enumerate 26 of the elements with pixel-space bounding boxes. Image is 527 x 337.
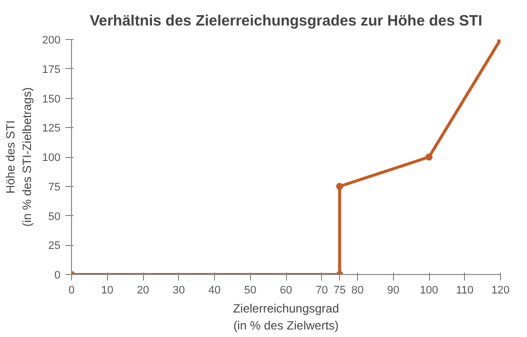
y-tick-label: 125 [42,122,61,135]
x-tick-label: 50 [244,284,256,296]
y-axis-title: Höhe des STI (in % des STI-Zielbetrags) [3,87,34,227]
y-tick-label: 200 [42,34,61,46]
x-tick-label: 100 [420,284,438,296]
y-tick-label: 0 [54,270,61,282]
x-tick-label: 90 [387,284,400,296]
y-tick-label: 175 [42,64,61,76]
x-tick-label: 30 [172,284,185,296]
x-tick-label: 60 [280,284,292,296]
x-tick-label: 20 [136,284,150,296]
y-tick-label: 150 [42,93,61,106]
chart-title: Verhältnis des Zielerreichungsgrades zur Höhe des STI [90,12,482,30]
x-tick-label: 110 [456,284,474,296]
x-axis-title: Zielerreichungsgrad (in % des Zielwerts) [232,302,340,332]
x-tick-label: 40 [208,284,221,296]
x-tick-label: 120 [491,284,510,296]
x-tick-label: 0 [68,284,75,296]
x-tick-label: 80 [351,284,364,296]
y-tick-label: 50 [48,210,61,223]
x-tick-label: 75 [334,284,346,296]
x-tick-label: 10 [101,284,114,296]
y-tick-label: 75 [48,181,61,194]
y-tick-label: 25 [48,240,61,252]
x-tick-label: 70 [316,284,328,296]
y-tick-label: 100 [42,152,61,164]
